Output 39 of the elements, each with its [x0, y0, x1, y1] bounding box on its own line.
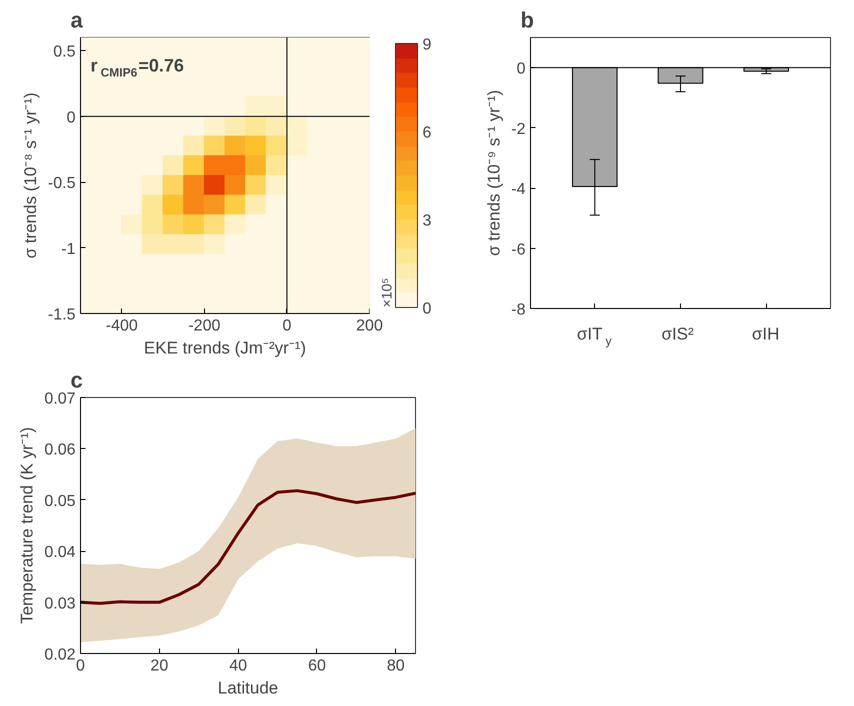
y-tick-label: 0	[516, 60, 526, 78]
y-tick-label: 0.5	[53, 44, 76, 61]
y-axis-title: σ trends (10⁻⁸ s⁻¹ yr⁻¹)	[20, 92, 40, 259]
x-axis-title: Latitude	[218, 678, 278, 698]
y-axis-title: Temperature trend (K yr⁻¹)	[17, 427, 36, 624]
x-tick-label: 20	[150, 658, 168, 674]
y-tick-label: 0	[66, 109, 76, 126]
color-bar-label: 0	[422, 300, 432, 318]
y-tick-label: 0.05	[44, 492, 76, 510]
y-tick-label: -1.5	[48, 306, 76, 324]
y-tick-label: 0.02	[44, 646, 76, 664]
x-tick-label: 0	[282, 318, 292, 334]
y-tick-label: -4	[511, 181, 526, 198]
color-bar-label: 3	[422, 212, 432, 230]
chart-title: b	[520, 8, 534, 32]
chart-title: c	[70, 368, 83, 392]
x-tick-label: -200	[188, 318, 220, 334]
color-bar-label: 6	[422, 124, 432, 142]
x-tick-label: 200	[356, 318, 383, 334]
x-axis-title: EKE trends (Jm⁻²yr⁻¹)	[144, 338, 306, 358]
x-tick-label: 60	[308, 658, 326, 674]
color-bar-label: 9	[422, 36, 432, 54]
y-tick-label: -1	[61, 240, 76, 258]
color-bar-title: ×10⁵	[378, 278, 394, 308]
y-tick-label: 0.06	[44, 442, 76, 459]
y-tick-label: -8	[511, 302, 526, 318]
y-axis-title: σ trends (10⁻⁹ s⁻¹ yr⁻¹)	[484, 90, 504, 256]
x-tick-label: 40	[229, 658, 248, 674]
y-tick-label: -6	[511, 241, 526, 258]
y-tick-label: 0.07	[44, 390, 76, 408]
chart-title: a	[70, 8, 84, 32]
y-tick-label: 0.04	[44, 544, 76, 562]
y-tick-label: -0.5	[48, 175, 76, 192]
x-tick-label: σIH	[752, 324, 780, 344]
x-tick-label: 80	[386, 658, 405, 674]
x-tick-label: σIS²	[661, 324, 694, 344]
x-tick-label: -400	[106, 318, 138, 334]
y-tick-label: 0.03	[44, 595, 76, 612]
y-tick-label: -2	[511, 120, 526, 138]
